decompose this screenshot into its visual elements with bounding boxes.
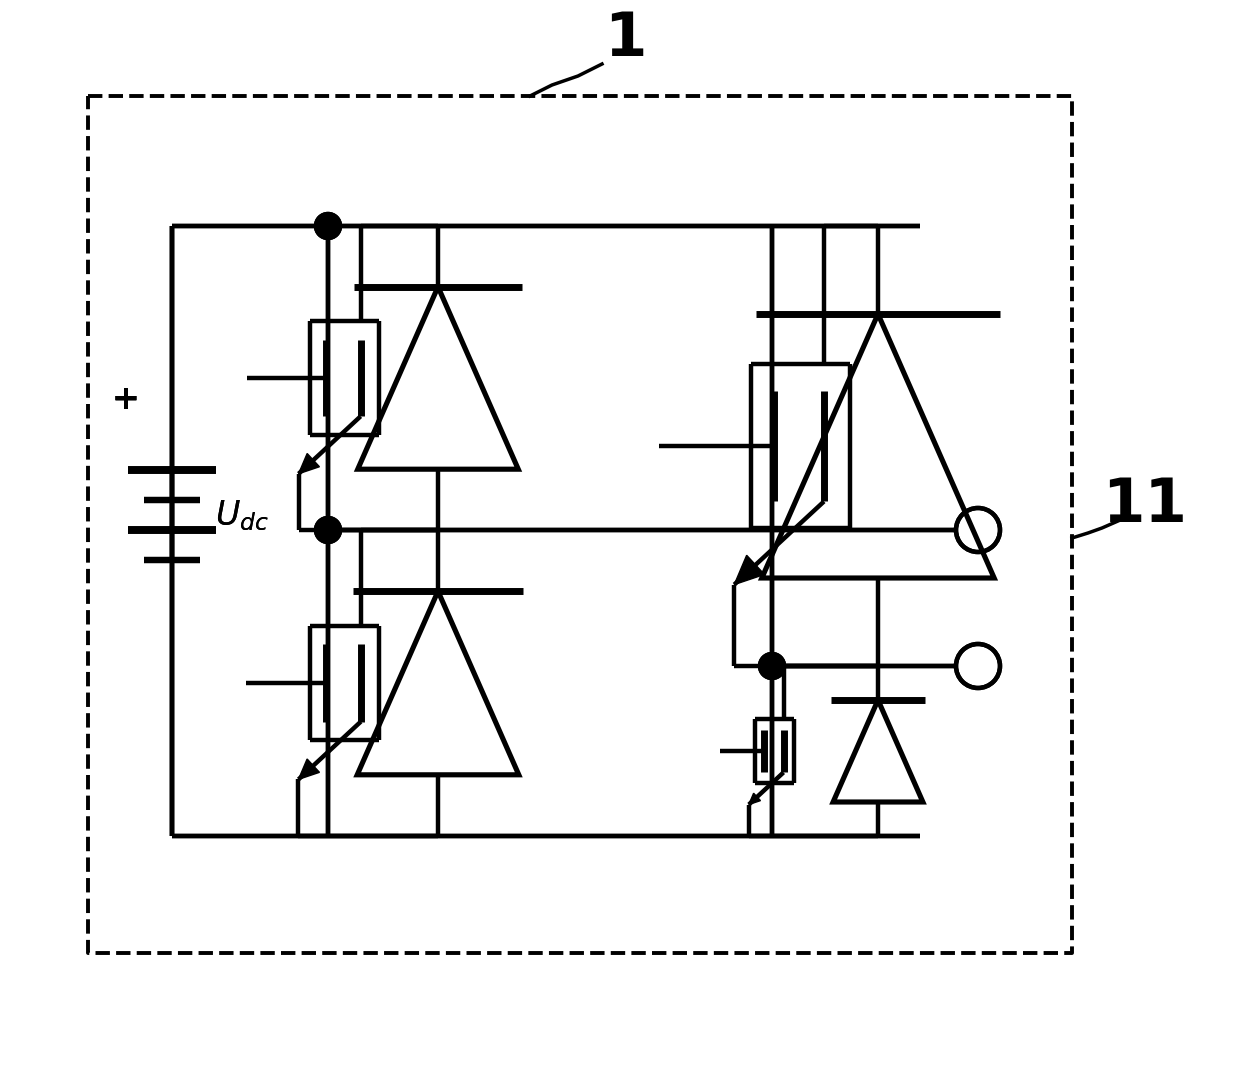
Text: +: + — [112, 384, 139, 416]
Text: 1: 1 — [604, 11, 646, 69]
Circle shape — [315, 212, 341, 239]
Text: 11: 11 — [1102, 476, 1188, 536]
Polygon shape — [299, 759, 320, 779]
Polygon shape — [734, 555, 764, 584]
Circle shape — [759, 652, 785, 679]
Polygon shape — [299, 454, 320, 473]
Text: $U_{dc}$: $U_{dc}$ — [215, 499, 269, 534]
Text: $U_{dc}$: $U_{dc}$ — [215, 499, 269, 534]
Circle shape — [315, 516, 341, 543]
Circle shape — [315, 516, 341, 543]
Text: +: + — [112, 384, 139, 416]
Polygon shape — [749, 793, 760, 804]
Text: +: + — [112, 384, 139, 416]
Circle shape — [315, 212, 341, 239]
Circle shape — [759, 652, 785, 679]
